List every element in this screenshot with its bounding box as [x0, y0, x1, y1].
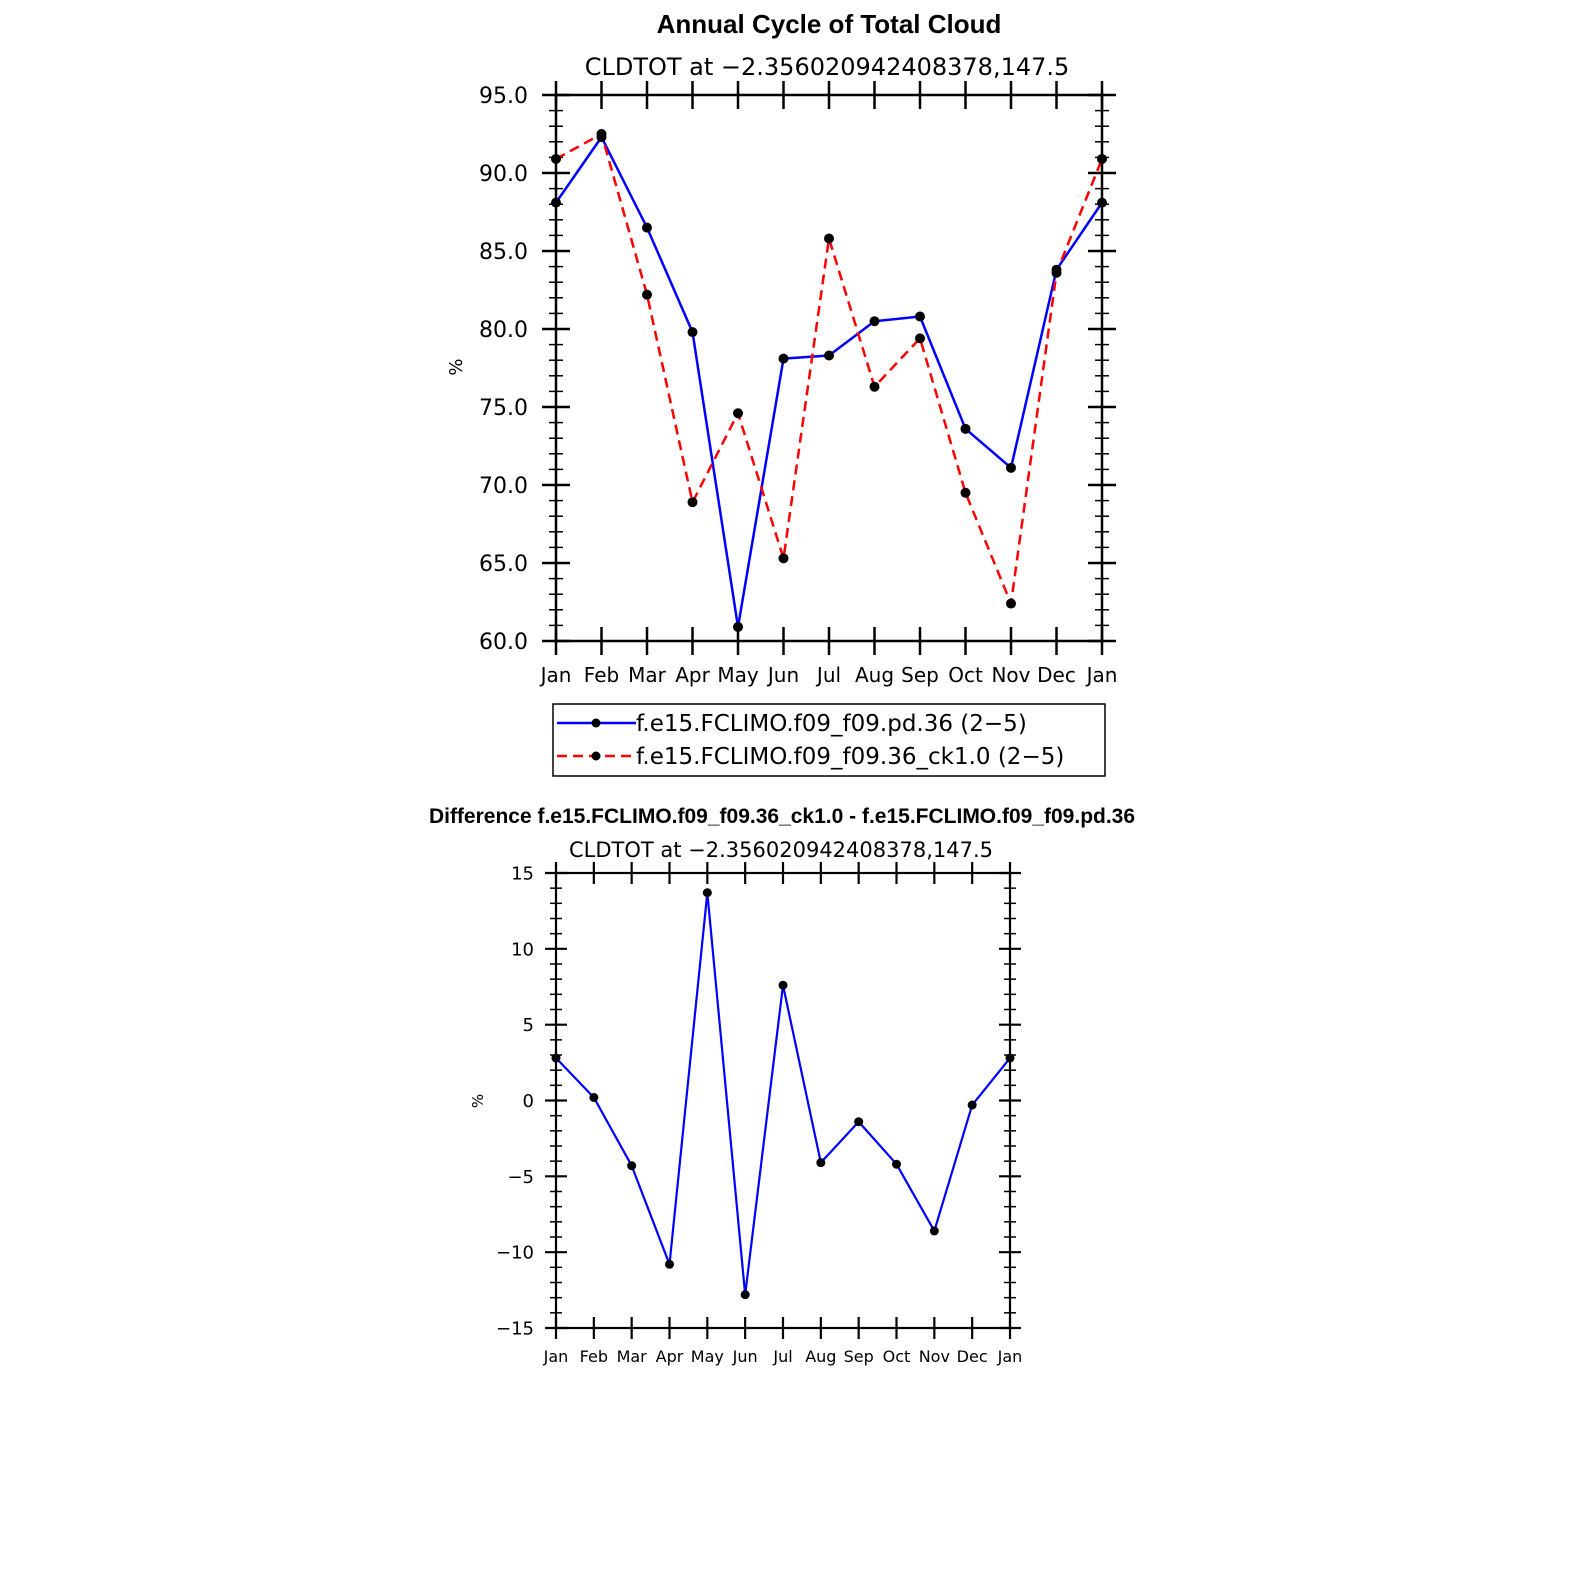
x-tick-label: Aug: [805, 1347, 836, 1366]
data-point-series-1: [551, 197, 561, 208]
legend: f.e15.FCLIMO.f09_f09.pd.36 (2−5) f.e15.F…: [552, 703, 1106, 777]
data-point-series-1: [665, 1259, 674, 1269]
y-tick-label: 60.0: [479, 630, 528, 655]
x-tick-label: Jul: [815, 663, 841, 687]
plot-frame: [554, 871, 1012, 1330]
data-point-series-1: [967, 1100, 977, 1110]
data-point-series-2: [596, 129, 607, 139]
x-tick-label: Apr: [656, 1347, 684, 1366]
data-point-series-1: [733, 621, 743, 632]
x-tick-label: Mar: [617, 1347, 648, 1366]
data-point-series-1: [740, 1290, 750, 1300]
legend-label-series-2: f.e15.FCLIMO.f09_f09.36_ck1.0 (2−5): [636, 744, 1064, 770]
x-tick-label: Apr: [675, 663, 710, 687]
legend-label-series-1: f.e15.FCLIMO.f09_f09.pd.36 (2−5): [636, 711, 1027, 737]
y-tick-label: −15: [496, 1318, 534, 1339]
x-tick-label: Jan: [543, 1347, 569, 1366]
y-tick-label: 5: [523, 1015, 534, 1036]
x-tick-label: Jul: [772, 1347, 792, 1366]
data-point-series-2: [551, 153, 561, 164]
data-point-series-1: [551, 1053, 561, 1063]
data-point-series-1: [929, 1226, 939, 1236]
annual-cycle-chart: Annual Cycle of Total Cloud CLDTOT at −2…: [446, 9, 1118, 777]
data-point-series-2: [1051, 267, 1062, 278]
data-point-series-2: [778, 553, 789, 564]
y-tick-label: 85.0: [479, 240, 528, 265]
data-point-series-2: [869, 381, 880, 392]
y-tick-label: 15: [511, 863, 534, 884]
x-tick-label: Nov: [919, 1347, 950, 1366]
data-point-series-2: [1006, 598, 1016, 609]
x-tick-label: Aug: [855, 663, 894, 687]
series-line-1: [554, 135, 1104, 629]
data-point-series-1: [702, 888, 712, 898]
data-point-series-1: [1005, 1053, 1015, 1063]
data-point-series-1: [778, 353, 789, 364]
legend-swatch-marker-blue: [591, 718, 601, 728]
x-tick-label: Jan: [997, 1347, 1023, 1366]
x-tick-label: Feb: [584, 663, 619, 687]
data-point-series-2: [824, 233, 834, 244]
chart-subtitle: CLDTOT at −2.356020942408378,147.5: [585, 53, 1070, 81]
y-axis-label: %: [446, 358, 467, 375]
difference-chart: Difference f.e15.FCLIMO.f09_f09.36_ck1.0…: [429, 805, 1135, 1366]
plot-frame: [554, 93, 1104, 643]
data-point-series-1: [778, 980, 788, 990]
y-tick-label: 95.0: [479, 84, 528, 109]
x-tick-label: Jun: [732, 1347, 758, 1366]
y-tick-label: 70.0: [479, 474, 528, 499]
x-tick-label: Jun: [766, 663, 799, 687]
data-point-series-1: [915, 311, 925, 322]
x-tick-label: Jan: [1085, 663, 1118, 687]
data-point-series-1: [869, 316, 880, 327]
chart-title: Difference f.e15.FCLIMO.f09_f09.36_ck1.0…: [429, 805, 1135, 828]
data-point-series-2: [733, 408, 743, 419]
series-line-1: [555, 891, 1011, 1296]
data-point-series-2: [960, 487, 971, 498]
legend-swatch-marker-red: [591, 751, 601, 761]
y-tick-label: 90.0: [479, 162, 528, 187]
x-tick-label: Sep: [901, 663, 939, 687]
x-tick-label: Feb: [580, 1347, 608, 1366]
y-tick-label: 10: [511, 939, 534, 960]
x-tick-label: Sep: [844, 1347, 874, 1366]
data-point-series-1: [589, 1092, 599, 1102]
x-tick-label: Jan: [539, 663, 572, 687]
x-tick-label: Nov: [991, 663, 1030, 687]
x-tick-label: Dec: [957, 1347, 988, 1366]
y-tick-label: 0: [523, 1091, 534, 1112]
data-point-series-2: [1097, 153, 1107, 164]
y-axis-label: %: [469, 1094, 487, 1108]
data-point-series-1: [816, 1158, 826, 1168]
data-point-series-1: [1006, 462, 1016, 473]
x-tick-label: Mar: [628, 663, 667, 687]
data-point-series-1: [960, 423, 971, 434]
x-tick-label: May: [691, 1347, 724, 1366]
y-tick-label: −10: [496, 1243, 534, 1264]
data-point-series-1: [687, 327, 698, 338]
y-tick-label: −5: [507, 1167, 534, 1188]
data-point-series-2: [915, 333, 925, 344]
series-line-2: [555, 132, 1104, 605]
data-point-series-1: [627, 1161, 637, 1171]
x-tick-label: May: [717, 663, 759, 687]
chart-title: Annual Cycle of Total Cloud: [657, 9, 1002, 39]
chart-subtitle: CLDTOT at −2.356020942408378,147.5: [569, 838, 993, 862]
data-point-series-2: [642, 289, 652, 300]
y-tick-label: 75.0: [479, 396, 528, 421]
data-point-series-1: [824, 350, 834, 361]
legend-box: [552, 703, 1106, 777]
y-tick-label: 80.0: [479, 318, 528, 343]
y-tick-label: 65.0: [479, 552, 528, 577]
data-point-series-2: [687, 497, 698, 508]
x-tick-label: Oct: [883, 1347, 911, 1366]
data-point-series-1: [854, 1117, 864, 1127]
data-point-series-1: [1097, 197, 1107, 208]
x-tick-label: Oct: [948, 663, 983, 687]
x-tick-label: Dec: [1037, 663, 1076, 687]
data-point-series-1: [642, 222, 652, 233]
data-point-series-1: [892, 1159, 901, 1169]
